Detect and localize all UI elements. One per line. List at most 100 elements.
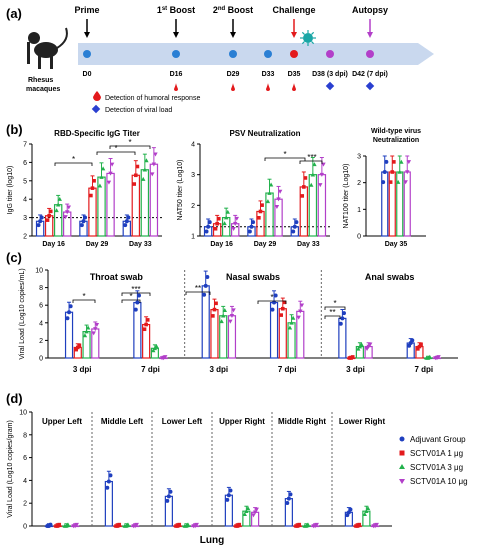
panel-d-label: (d) — [6, 391, 23, 406]
timeline-day: D35 — [288, 71, 301, 78]
y-tick-label: 0 — [39, 356, 43, 363]
y-axis-label: NAT50 titer (Log10) — [177, 160, 184, 221]
significance-marker: * — [114, 144, 117, 153]
y-tick-label: 3 — [23, 215, 27, 222]
data-point — [364, 347, 370, 352]
category-label: 3 dpi — [209, 365, 228, 374]
humoral-drop-icon — [292, 83, 296, 91]
humoral-drop-icon — [93, 91, 101, 101]
significance-marker: * — [333, 299, 336, 308]
event-arrowhead — [173, 32, 179, 38]
data-point — [270, 307, 275, 312]
significance-bracket — [96, 151, 136, 155]
data-point — [67, 310, 72, 315]
data-point — [273, 293, 278, 298]
timeline-event-title: 2nd Boost — [213, 5, 253, 15]
category-label: 7 dpi — [141, 365, 160, 374]
data-point — [285, 500, 290, 505]
data-point — [233, 221, 238, 226]
y-tick-label: 4 — [191, 142, 195, 149]
timeline-dot — [290, 50, 298, 58]
data-point — [244, 508, 249, 513]
data-point — [279, 313, 283, 317]
data-point — [300, 194, 305, 198]
timeline-dot — [326, 50, 334, 58]
timeline-dot — [83, 50, 91, 58]
data-point — [314, 522, 319, 527]
humoral-drop-icon — [231, 83, 235, 91]
data-point — [357, 522, 362, 527]
y-tick-label: 5 — [23, 178, 27, 185]
data-point — [282, 300, 287, 305]
significance-bracket — [54, 162, 93, 166]
y-tick-label: 2 — [23, 501, 27, 508]
y-tick-label: 6 — [23, 160, 27, 167]
data-point — [109, 162, 115, 167]
y-tick-label: 8 — [39, 285, 43, 292]
data-point — [74, 522, 79, 527]
data-point — [194, 522, 199, 527]
significance-marker: * — [270, 293, 273, 302]
y-tick-label: 4 — [23, 197, 27, 204]
data-point — [216, 216, 221, 221]
category-label: Upper Right — [219, 417, 265, 426]
data-point — [117, 522, 122, 527]
y-tick-label: 8 — [23, 432, 27, 439]
data-point — [177, 522, 182, 527]
data-point — [66, 205, 72, 210]
data-point — [166, 494, 171, 499]
y-tick-label: 10 — [35, 268, 43, 275]
data-point — [36, 223, 41, 228]
panel-c-label: (c) — [6, 250, 22, 265]
data-point — [204, 229, 209, 234]
data-point — [133, 307, 138, 312]
data-point — [299, 303, 305, 308]
data-point — [296, 315, 301, 320]
data-point — [251, 220, 256, 225]
data-point — [237, 522, 242, 527]
significance-bracket — [324, 315, 341, 319]
data-point — [99, 174, 104, 179]
group-title: Throat swab — [90, 272, 144, 282]
data-point — [222, 307, 228, 312]
significance-marker: ** — [329, 308, 335, 317]
data-point — [211, 314, 215, 318]
panel-c: (c) 0 2 4 6 8 10 Viral Load (Log10 copies/mL) 3… — [6, 250, 458, 374]
category-label: Upper Left — [42, 417, 82, 426]
legend-humoral: Detection of humoral response — [105, 95, 200, 102]
legend-label: SCTV01A 1 μg — [410, 449, 463, 458]
data-point — [251, 513, 256, 518]
data-point — [374, 522, 379, 527]
data-point — [153, 152, 158, 157]
monkey-icon — [27, 27, 68, 69]
bar — [242, 510, 251, 527]
y-tick-label: 6 — [23, 455, 27, 462]
panel-b: (b) 2 3 4 5 6 7 RBD-Specific IgG Titer IgG tite… — [6, 122, 426, 248]
chart-title: PSV Neutralization — [229, 129, 300, 138]
chart-title: Neutralization — [373, 137, 419, 144]
data-point — [106, 479, 111, 484]
data-point — [231, 308, 236, 313]
data-point — [288, 492, 293, 497]
significance-marker: * — [283, 150, 286, 159]
data-point — [185, 522, 191, 527]
data-point — [290, 315, 296, 320]
y-axis-label: NAT100 titer (Log10) — [343, 164, 350, 229]
legend-marker — [399, 436, 405, 442]
y-tick-label: 4 — [39, 320, 43, 327]
y-tick-label: 2 — [23, 234, 27, 241]
data-point — [362, 511, 367, 516]
data-point — [229, 313, 235, 318]
significance-marker: *** — [131, 285, 140, 294]
data-point — [231, 226, 236, 231]
data-point — [81, 219, 86, 224]
data-point — [228, 488, 233, 493]
data-point — [225, 497, 230, 502]
data-point — [298, 309, 303, 314]
data-point — [292, 224, 297, 229]
significance-bracket — [264, 157, 306, 161]
data-point — [219, 319, 224, 324]
data-point — [406, 160, 412, 165]
category-label: Middle Right — [278, 417, 326, 426]
data-point — [305, 522, 311, 527]
